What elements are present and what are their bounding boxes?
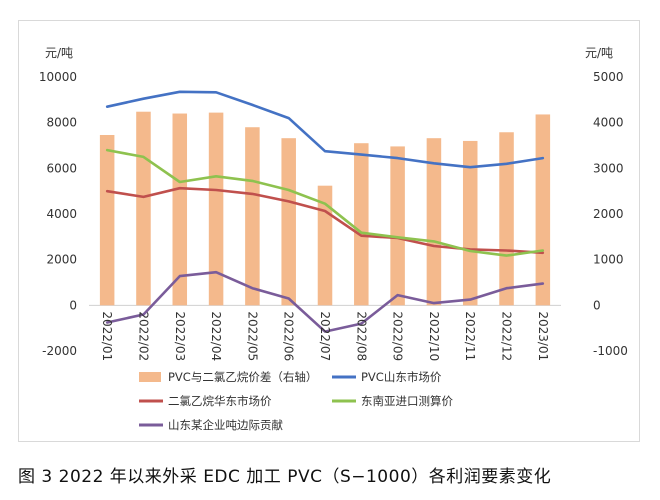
legend-label: 二氯乙烷华东市场价 [168, 394, 272, 408]
right-tick-label: 1000 [593, 253, 624, 267]
bar-pvc-edc-spread [281, 138, 296, 306]
bar-pvc-edc-spread [535, 114, 551, 306]
bar-pvc-edc-spread [462, 140, 478, 306]
x-tick-label: 2022/10 [427, 311, 441, 361]
x-tick-label: 2022/11 [463, 311, 477, 361]
right-tick-label: 3000 [593, 161, 624, 175]
x-tick-label: 2022/01 [100, 311, 114, 361]
bar-pvc-edc-spread [426, 138, 442, 306]
x-tick-label: 2022/03 [173, 311, 187, 361]
bar-pvc-edc-spread [172, 113, 188, 306]
line-series-4 [105, 270, 545, 333]
line-series-3 [105, 148, 545, 257]
right-tick-label: 4000 [593, 116, 624, 130]
chart-frame: 元/吨 元/吨 -2000 0 2000 4000 6000 8000 10000 -1000 0 1… [18, 20, 640, 442]
bar-pvc-edc-spread [99, 134, 115, 306]
left-tick-label: -2000 [42, 344, 77, 358]
line-series [105, 90, 545, 333]
bar-pvc-edc-spread [136, 111, 151, 306]
bar-pvc-edc-spread [245, 127, 260, 306]
legend-label: 山东某企业吨边际贡献 [168, 418, 283, 432]
bar-pvc-edc-spread [317, 185, 333, 306]
right-tick-label: 2000 [593, 207, 624, 221]
bar-series [99, 111, 551, 306]
axes: 元/吨 元/吨 -2000 0 2000 4000 6000 8000 10000 -1000 0 1… [39, 46, 628, 358]
x-tick-label: 2022/07 [318, 311, 332, 361]
x-tick-label: 2022/09 [391, 311, 405, 361]
left-axis-unit: 元/吨 [45, 46, 73, 60]
x-tick-labels: 2022/01 2022/02 2022/03 2022/04 2022/05 2022/… [100, 311, 550, 361]
x-tick-label: 2022/02 [136, 311, 150, 361]
right-tick-label: 0 [593, 298, 601, 312]
line-series-1 [105, 90, 545, 169]
left-tick-label: 6000 [46, 161, 77, 175]
x-tick-label: 2023/01 [536, 311, 550, 361]
left-tick-label: 10000 [39, 70, 77, 84]
left-tick-label: 0 [69, 298, 77, 312]
line-series-2 [105, 186, 545, 255]
figure-caption: 图 3 2022 年以来外采 EDC 加工 PVC（S−1000）各利润要素变化 [18, 467, 552, 487]
x-tick-label: 2022/04 [209, 311, 223, 361]
bar-pvc-edc-spread [390, 146, 405, 306]
bar-pvc-edc-spread [499, 132, 514, 306]
legend-swatch-bar [139, 372, 161, 382]
x-tick-label: 2022/12 [500, 311, 514, 361]
x-tick-label: 2022/08 [354, 311, 368, 361]
right-tick-label: 5000 [593, 70, 624, 84]
bar-pvc-edc-spread [208, 112, 224, 306]
bar-pvc-edc-spread [354, 143, 369, 306]
legend-label: PVC与二氯乙烷价差（右轴） [168, 370, 317, 384]
x-tick-label: 2022/06 [282, 311, 296, 361]
chart: 元/吨 元/吨 -2000 0 2000 4000 6000 8000 10000 -1000 0 1… [39, 46, 628, 432]
left-tick-label: 2000 [46, 253, 77, 267]
x-tick-label: 2022/05 [245, 311, 259, 361]
legend-label: PVC山东市场价 [361, 370, 442, 384]
right-tick-label: -1000 [593, 344, 628, 358]
right-axis-unit: 元/吨 [585, 46, 613, 60]
left-tick-label: 8000 [46, 116, 77, 130]
legend-label: 东南亚进口测算价 [361, 394, 453, 408]
left-tick-label: 4000 [46, 207, 77, 221]
